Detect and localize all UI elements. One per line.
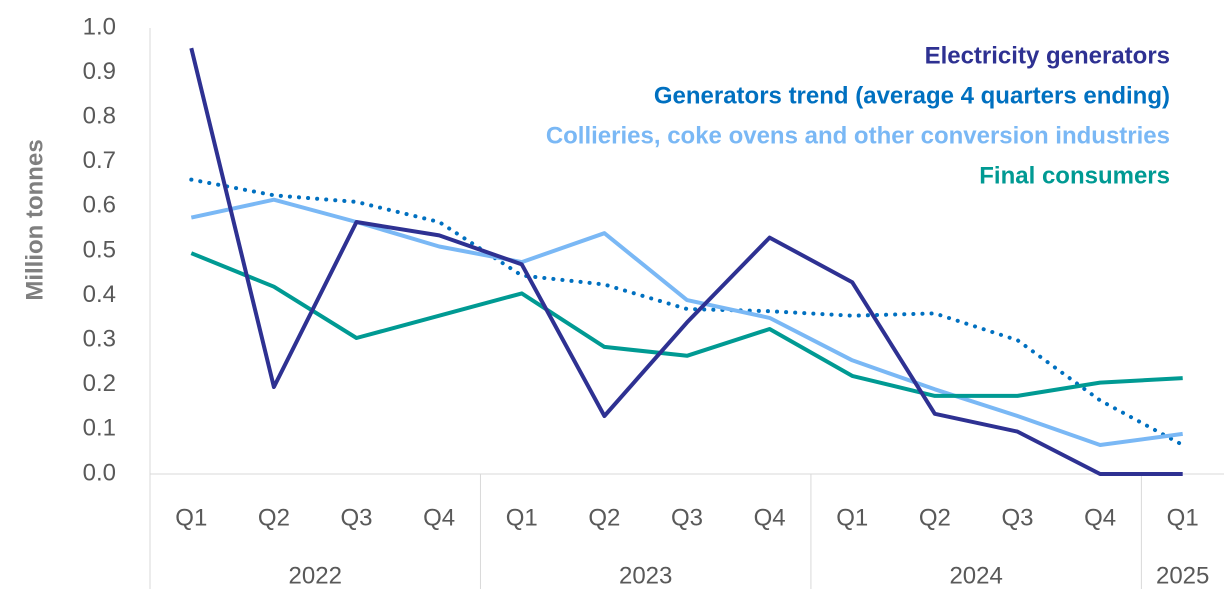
series-line — [189, 177, 1185, 447]
x-tick-label: Q3 — [671, 504, 703, 531]
legend-entry: Generators trend (average 4 quarters end… — [654, 82, 1170, 109]
x-tick-label: Q4 — [754, 504, 786, 531]
y-tick-label: 0.3 — [83, 326, 116, 353]
y-tick-label: 1.0 — [83, 13, 116, 40]
legend-entry: Final consumers — [979, 162, 1170, 189]
y-tick-label: 0.1 — [83, 415, 116, 442]
y-tick-label: 0.7 — [83, 147, 116, 174]
x-group-label: 2023 — [619, 562, 672, 589]
x-tick-label: Q1 — [836, 504, 868, 531]
legend-entry: Collieries, coke ovens and other convers… — [546, 122, 1170, 149]
y-tick-label: 0.6 — [83, 192, 116, 219]
series-line — [189, 47, 1183, 476]
x-tick-label: Q1 — [1167, 504, 1199, 531]
x-tick-label: Q4 — [423, 504, 455, 531]
x-tick-label: Q4 — [1084, 504, 1116, 531]
x-tick-label: Q2 — [258, 504, 290, 531]
y-tick-label: 0.5 — [83, 236, 116, 263]
x-group-label: 2025 — [1156, 562, 1209, 589]
x-tick-label: Q2 — [919, 504, 951, 531]
x-tick-label: Q1 — [175, 504, 207, 531]
y-tick-label: 0.0 — [83, 459, 116, 486]
y-tick-label: 0.4 — [83, 281, 116, 308]
x-tick-label: Q2 — [588, 504, 620, 531]
series-line — [190, 251, 1183, 398]
x-group-label: 2024 — [949, 562, 1002, 589]
x-group-label: 2022 — [289, 562, 342, 589]
y-axis-label: Million tonnes — [21, 139, 48, 300]
x-tick-label: Q1 — [506, 504, 538, 531]
x-tick-label: Q3 — [341, 504, 373, 531]
y-tick-label: 0.8 — [83, 103, 116, 130]
y-tick-label: 0.2 — [83, 370, 116, 397]
y-tick-label: 0.9 — [83, 58, 116, 85]
legend-entry: Electricity generators — [925, 42, 1170, 69]
x-tick-label: Q3 — [1001, 504, 1033, 531]
